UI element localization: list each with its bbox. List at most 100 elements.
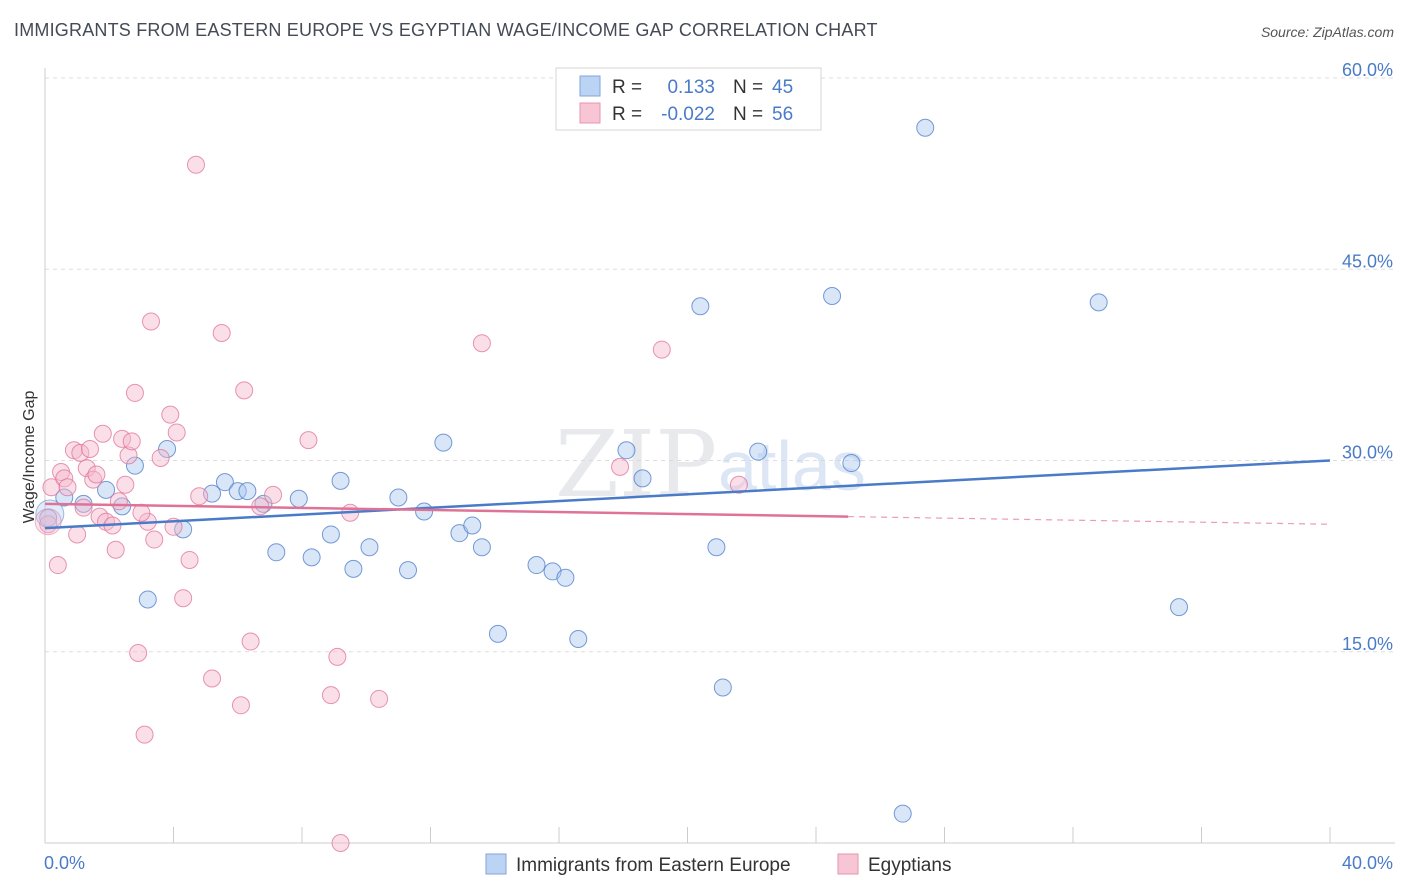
point-eastern-europe [415, 502, 434, 521]
point-eastern-europe [463, 516, 482, 535]
bottom-legend-label-blue: Immigrants from Eastern Europe [516, 855, 791, 876]
point-eastern-europe [707, 538, 726, 557]
point-eastern-europe [138, 590, 157, 609]
point-egyptians [161, 405, 180, 424]
point-eastern-europe [472, 538, 491, 557]
point-egyptians [58, 478, 77, 497]
stats-legend-r-label-1: R = [612, 77, 642, 98]
point-egyptians [71, 443, 90, 462]
points-layer [34, 118, 1189, 852]
point-eastern-europe [1170, 598, 1189, 617]
point-egyptians [264, 485, 283, 504]
stats-legend-swatch-blue [579, 75, 601, 97]
trendline-egyptians-extension [848, 516, 1331, 525]
trend-layer [44, 459, 1331, 530]
point-eastern-europe [527, 556, 546, 575]
watermark: ZIP atlas [555, 411, 866, 518]
point-egyptians [611, 457, 630, 476]
point-eastern-europe [215, 473, 234, 492]
point-egyptians [119, 446, 138, 465]
bottom-legend: Immigrants from Eastern Europe Egyptians [485, 853, 951, 876]
x-tick-label-min: 0.0% [44, 853, 85, 873]
point-egyptians [122, 432, 141, 451]
point-eastern-europe [569, 630, 588, 648]
point-egyptians [68, 525, 87, 544]
axis-layer: 15.0% 30.0% 45.0% 60.0% [44, 60, 1395, 844]
point-egyptians [186, 155, 205, 174]
point-egyptians [116, 475, 135, 494]
point-eastern-europe [556, 568, 575, 587]
point-egyptians [109, 492, 128, 511]
trendline-egyptians [44, 502, 849, 518]
y-axis-label: Wage/Income Gap [21, 391, 38, 524]
stats-legend-r-value-1: 0.133 [667, 77, 715, 98]
point-eastern-europe [97, 480, 116, 499]
chart-source: Source: ZipAtlas.com [1260, 24, 1394, 40]
point-egyptians [299, 431, 318, 450]
point-eastern-europe [713, 678, 732, 697]
stats-legend-n-label-1: N = [733, 77, 763, 98]
point-egyptians [87, 465, 106, 484]
point-egyptians [77, 459, 96, 478]
point-egyptians [106, 540, 125, 559]
x-tick-label-max: 40.0% [1342, 853, 1393, 873]
point-egyptians [235, 381, 254, 400]
point-egyptians [132, 503, 151, 522]
point-eastern-europe [389, 488, 408, 507]
point-eastern-europe [302, 548, 321, 567]
point-eastern-europe [360, 538, 379, 557]
point-egyptians [48, 556, 67, 575]
y-tick-label: 45.0% [1342, 251, 1393, 271]
bottom-legend-swatch-pink [837, 853, 859, 875]
y-tick-label: 60.0% [1342, 60, 1393, 80]
point-egyptians [129, 644, 148, 663]
point-egyptians-cluster [34, 508, 62, 536]
stats-legend-n-value-1: 45 [772, 77, 793, 98]
point-eastern-europe [916, 118, 935, 137]
point-eastern-europe [228, 482, 247, 501]
point-egyptians [472, 334, 491, 353]
point-eastern-europe [39, 508, 58, 527]
point-egyptians [142, 312, 161, 331]
point-egyptians [190, 487, 209, 506]
point-eastern-europe [158, 440, 177, 459]
point-egyptians [370, 689, 389, 708]
point-eastern-europe [488, 624, 507, 643]
point-egyptians [328, 647, 347, 666]
point-egyptians [151, 448, 170, 467]
point-eastern-europe [617, 441, 636, 460]
point-eastern-europe [749, 442, 768, 461]
point-eastern-europe [289, 489, 308, 508]
y-tick-label: 30.0% [1342, 443, 1393, 463]
point-eastern-europe [842, 454, 861, 473]
point-egyptians [80, 440, 99, 459]
stats-legend-r-label-2: R = [612, 104, 642, 125]
point-eastern-europe [331, 471, 350, 490]
point-egyptians [231, 696, 250, 715]
point-egyptians [331, 834, 350, 852]
point-eastern-europe [691, 297, 710, 316]
point-eastern-europe [125, 456, 144, 475]
stats-legend: R = 0.133 N = 45 R = -0.022 N = 56 [555, 67, 822, 131]
point-eastern-europe [823, 287, 842, 306]
point-egyptians [180, 550, 199, 569]
point-eastern-europe [238, 482, 257, 501]
point-eastern-europe [1089, 293, 1108, 312]
point-egyptians [174, 589, 193, 608]
point-egyptians [321, 686, 340, 705]
chart-title: IMMIGRANTS FROM EASTERN EUROPE VS EGYPTI… [14, 20, 878, 40]
stats-legend-swatch-pink [579, 102, 601, 124]
point-eastern-europe [55, 488, 74, 507]
point-egyptians [42, 478, 61, 497]
point-egyptians [125, 383, 144, 402]
point-egyptians [729, 475, 748, 494]
watermark-zip: ZIP [555, 411, 717, 518]
point-eastern-europe [633, 469, 652, 488]
point-egyptians [135, 725, 154, 744]
stats-legend-n-value-2: 56 [772, 104, 793, 125]
point-eastern-europe [434, 433, 453, 452]
y-tick-label: 15.0% [1342, 634, 1393, 654]
point-egyptians [93, 424, 112, 443]
point-egyptians [167, 423, 186, 442]
